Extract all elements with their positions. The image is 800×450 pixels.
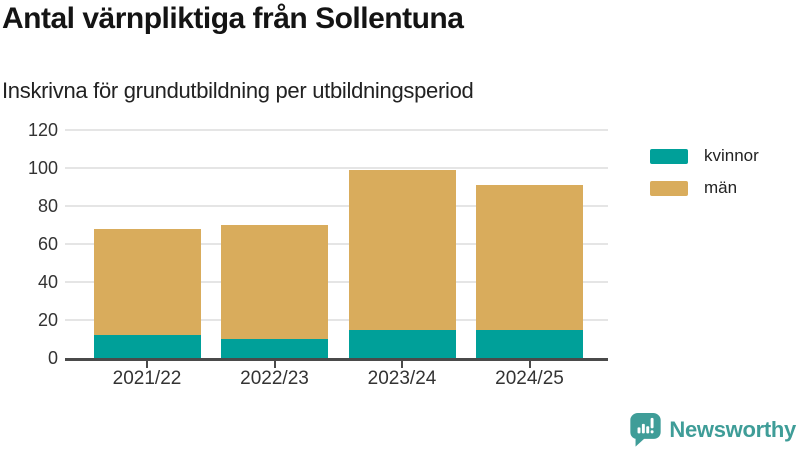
y-tick-label-40: 40: [37, 272, 58, 292]
legend-row-män: män: [650, 178, 759, 198]
bar-segment-kvinnor-2021/22: [93, 335, 201, 358]
x-tick-label-2021/22: 2021/22: [112, 368, 182, 389]
bar-segment-kvinnor-2024/25: [476, 329, 583, 358]
brand-name[interactable]: Newsworthy: [669, 417, 796, 442]
y-tick-label-120: 120: [27, 120, 58, 140]
y-tick-label-80: 80: [37, 196, 58, 216]
gridline-100: [65, 167, 608, 169]
y-tick-label-100: 100: [27, 158, 58, 178]
legend-label-kvinnor: kvinnor: [704, 146, 759, 165]
newsworthy-logo-icon: [630, 412, 662, 447]
bar-segment-män-2022/23: [221, 225, 328, 339]
bar-2022/23: [221, 225, 328, 358]
legend-label-män: män: [704, 178, 738, 197]
y-tick-label-0: 0: [47, 348, 58, 368]
y-tick-label-60: 60: [37, 234, 58, 254]
brand-footer[interactable]: Newsworthy: [629, 412, 796, 448]
x-tick-mark-2023/24: [401, 361, 403, 368]
bar-segment-män-2024/25: [476, 185, 583, 330]
x-tick-label-2022/23: 2022/23: [240, 368, 309, 389]
bar-2024/25: [476, 185, 583, 358]
gridline-80: [65, 205, 608, 207]
legend-swatch-män: [650, 180, 688, 196]
chart-title: Antal värnpliktiga från Sollentuna: [2, 2, 464, 35]
x-tick-label-2023/24: 2023/24: [367, 368, 437, 389]
legend-row-kvinnor: kvinnor: [650, 146, 759, 166]
bar-segment-män-2023/24: [348, 169, 456, 330]
y-tick-label-20: 20: [37, 310, 58, 330]
plot-area: [65, 129, 608, 361]
bar-segment-kvinnor-2023/24: [348, 329, 456, 358]
chart-subtitle: Inskrivna för grundutbildning per utbild…: [2, 78, 474, 103]
bar-segment-män-2021/22: [93, 228, 201, 336]
gridline-120: [65, 129, 608, 131]
legend-swatch-kvinnor: [650, 148, 688, 164]
x-tick-mark-2021/22: [146, 361, 148, 368]
x-tick-mark-2024/25: [528, 361, 531, 368]
x-tick-mark-2022/23: [273, 361, 276, 368]
gridline-60: [65, 243, 608, 245]
bar-2023/24: [348, 169, 456, 358]
legend: kvinnor män: [650, 146, 759, 210]
x-tick-label-2024/25: 2024/25: [495, 368, 564, 389]
bar-2021/22: [93, 228, 201, 358]
gridline-40: [65, 281, 608, 283]
bar-segment-kvinnor-2022/23: [221, 339, 328, 358]
gridline-20: [65, 319, 608, 321]
